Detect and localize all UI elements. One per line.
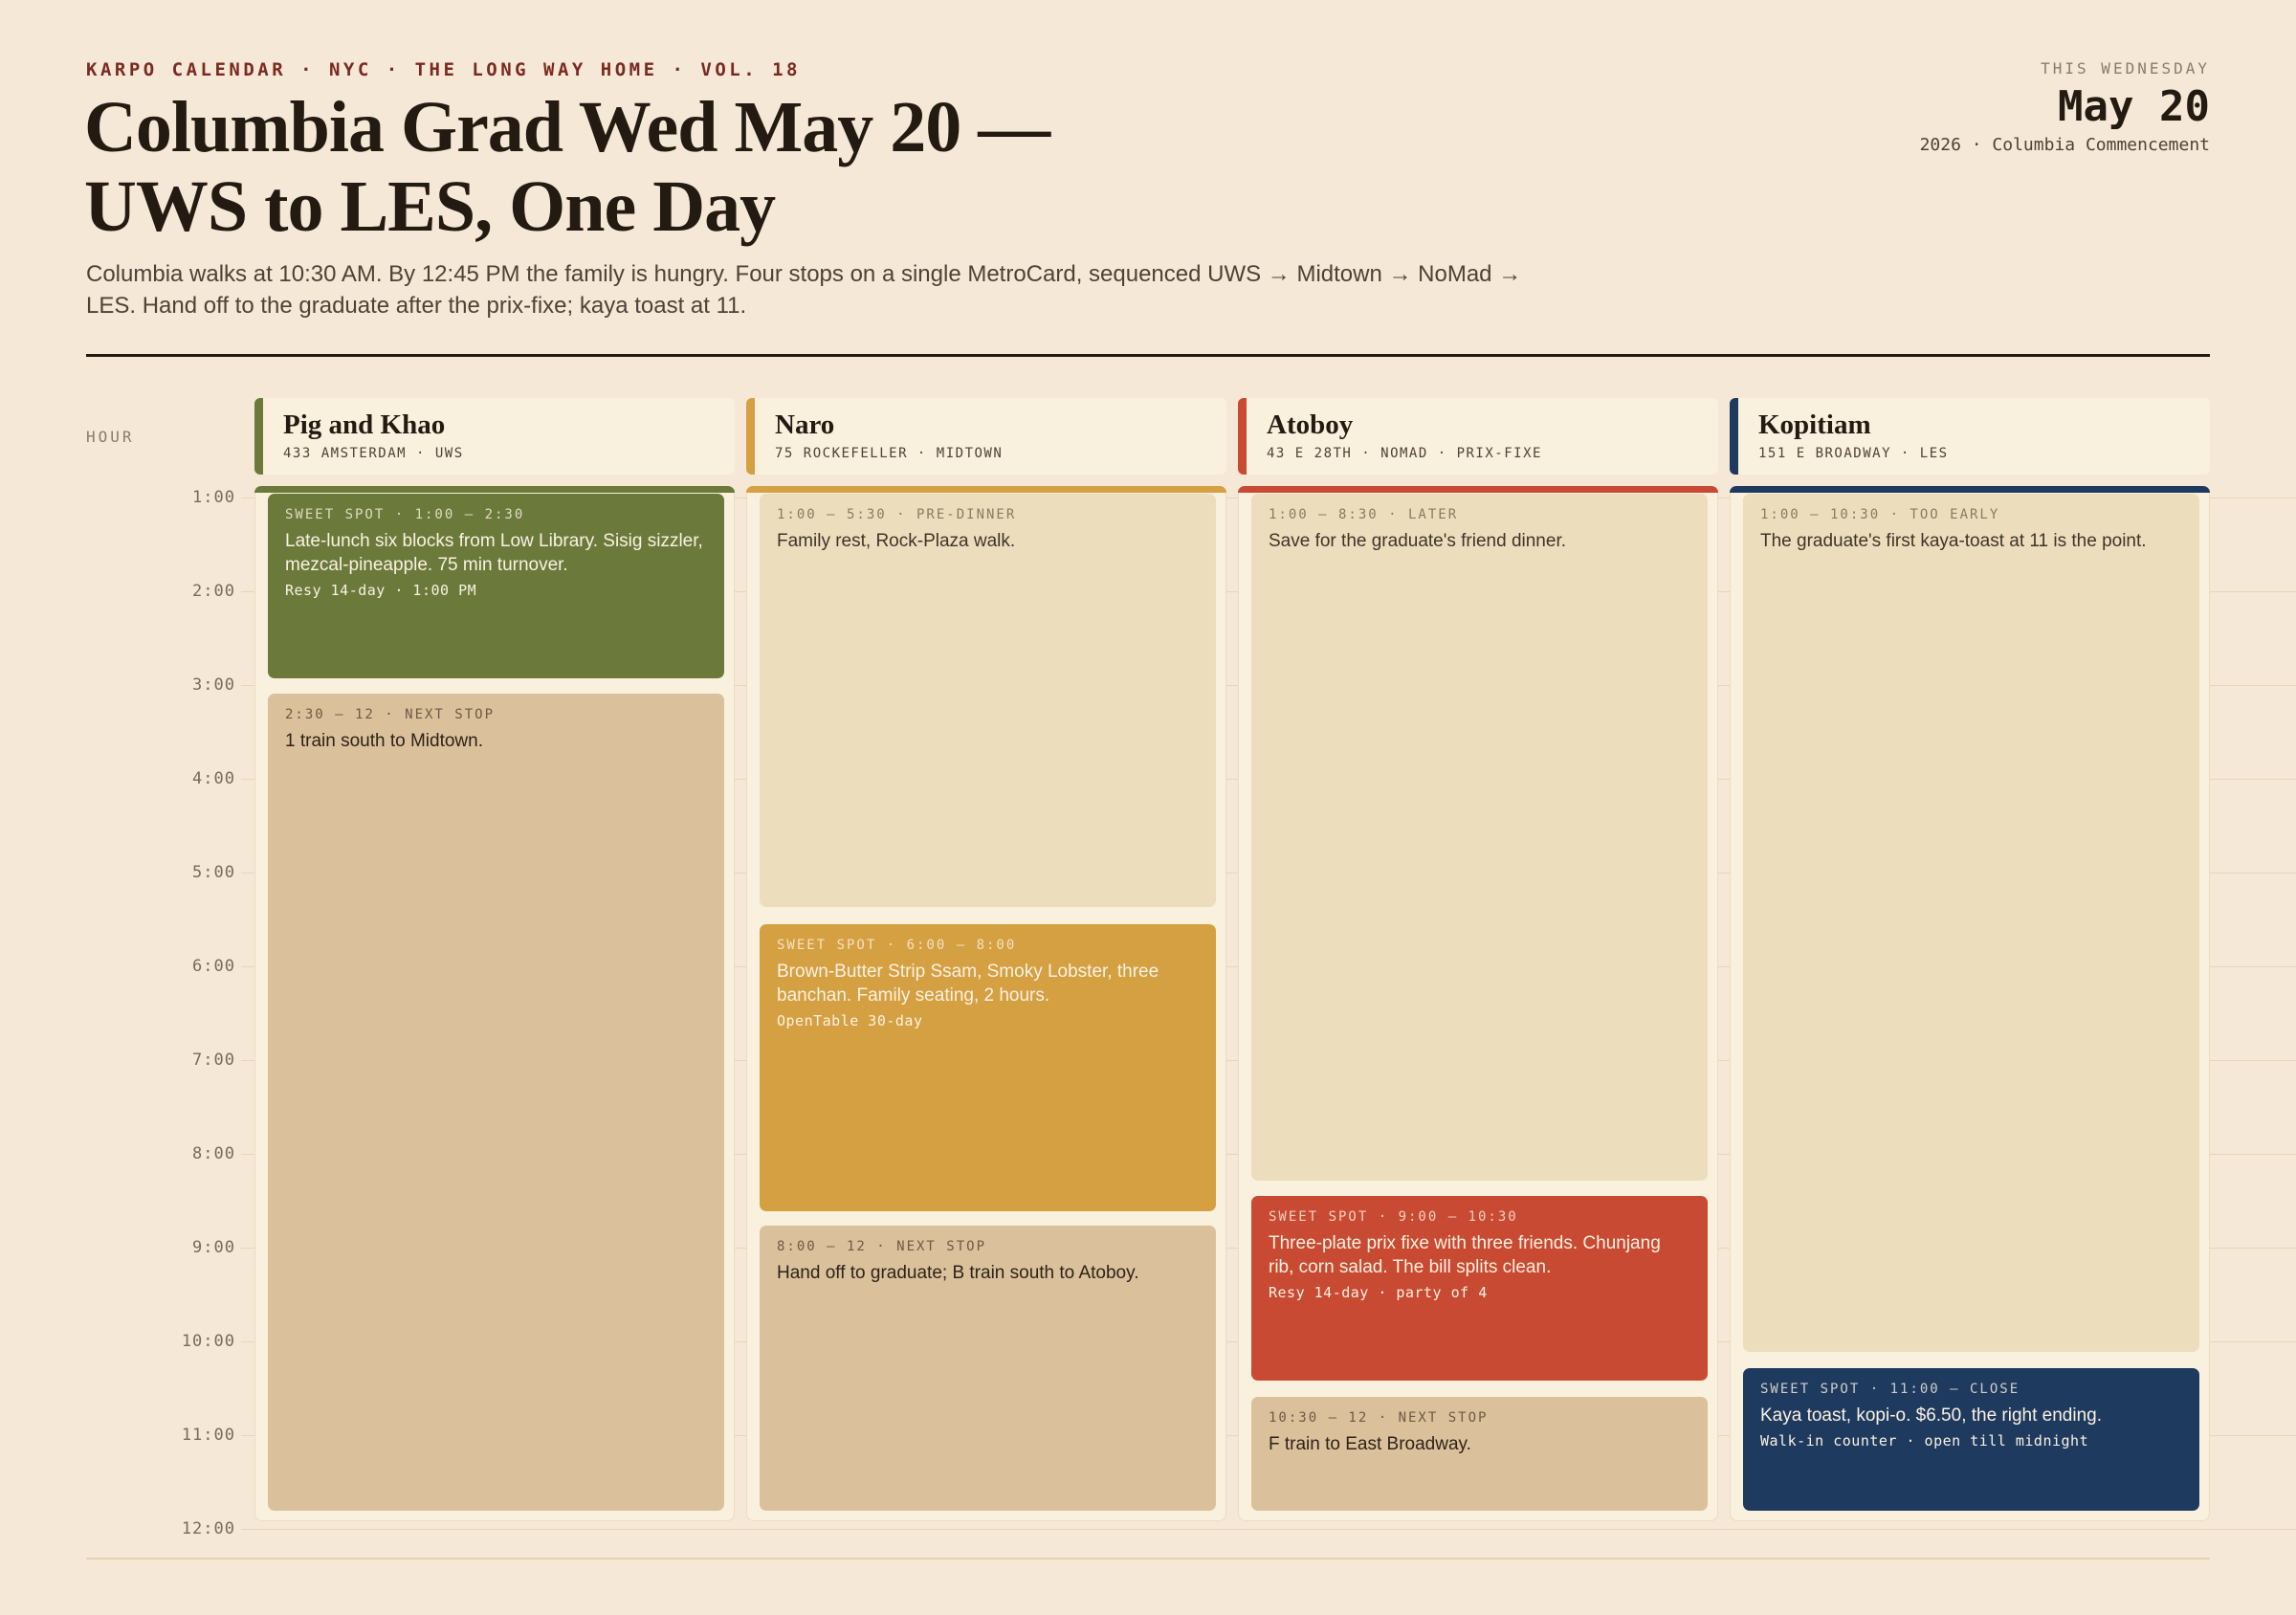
hour-tick-11: 11:00: [181, 1426, 235, 1445]
pre-dinner-block[interactable]: 1:00 – 5:30 · PRE-DINNER Family rest, Ro…: [760, 494, 1216, 907]
block-time-label: 1:00 – 8:30 · LATER: [1269, 507, 1459, 522]
column-body-naro: 1:00 – 5:30 · PRE-DINNER Family rest, Ro…: [746, 486, 1226, 1521]
restaurant-name: Pig and Khao: [283, 409, 446, 440]
block-time-label: SWEET SPOT · 1:00 – 2:30: [285, 507, 525, 522]
sweet-spot-block[interactable]: SWEET SPOT · 11:00 – CLOSE Kaya toast, k…: [1743, 1368, 2199, 1511]
block-description: The graduate's first kaya-toast at 11 is…: [1760, 531, 2147, 551]
hour-tick-9: 9:00: [192, 1238, 235, 1257]
column-accent: [1730, 398, 1738, 475]
hour-tick-2: 2:00: [192, 582, 235, 601]
column-accent: [254, 398, 263, 475]
column-accent: [746, 398, 755, 475]
hour-tick-4: 4:00: [192, 769, 235, 788]
sweet-spot-block[interactable]: SWEET SPOT · 6:00 – 8:00 Brown-Butter St…: [760, 924, 1216, 1211]
column-body-pig-and-khao: SWEET SPOT · 1:00 – 2:30 Late-lunch six …: [254, 486, 735, 1521]
column-top-accent: [1238, 486, 1718, 493]
page-title: Columbia Grad Wed May 20 — UWS to LES, O…: [84, 87, 1050, 247]
block-description: Family rest, Rock-Plaza walk.: [777, 531, 1016, 551]
hour-tick-8: 8:00: [192, 1144, 235, 1163]
hour-column-label: HOUR: [86, 428, 135, 446]
date-card-label: THIS WEDNESDAY: [2041, 59, 2210, 77]
column-body-atoboy: 1:00 – 8:30 · LATER Save for the graduat…: [1238, 486, 1718, 1521]
hour-tick-6: 6:00: [192, 957, 235, 976]
reservation-note: Walk-in counter · open till midnight: [1760, 1432, 2089, 1449]
hour-tick-12: 12:00: [181, 1519, 235, 1538]
later-block[interactable]: 1:00 – 8:30 · LATER Save for the graduat…: [1251, 494, 1708, 1181]
block-description: Save for the graduate's friend dinner.: [1269, 531, 1566, 551]
column-accent: [1238, 398, 1247, 475]
reservation-note: Resy 14-day · 1:00 PM: [285, 582, 477, 599]
block-time-label: 2:30 – 12 · NEXT STOP: [285, 707, 496, 722]
hour-tick-1: 1:00: [192, 488, 235, 507]
block-time-label: 8:00 – 12 · NEXT STOP: [777, 1239, 987, 1254]
column-header-naro[interactable]: Naro 75 ROCKEFELLER · MIDTOWN: [746, 398, 1226, 475]
block-description: Late-lunch six blocks from Low Library. …: [285, 531, 703, 575]
column-top-accent: [1730, 486, 2210, 493]
block-description: Three-plate prix fixe with three friends…: [1269, 1233, 1661, 1277]
column-header-atoboy[interactable]: Atoboy 43 E 28TH · NOMAD · PRIX-FIXE: [1238, 398, 1718, 475]
restaurant-address: 433 AMSTERDAM · UWS: [283, 446, 464, 461]
column-header-kopitiam[interactable]: Kopitiam 151 E BROADWAY · LES: [1730, 398, 2210, 475]
hour-tick-3: 3:00: [192, 675, 235, 695]
block-time-label: 1:00 – 5:30 · PRE-DINNER: [777, 507, 1017, 522]
block-description: Kaya toast, kopi-o. $6.50, the right end…: [1760, 1405, 2103, 1426]
hour-tick-5: 5:00: [192, 863, 235, 882]
restaurant-name: Kopitiam: [1758, 409, 1871, 440]
series-kicker: KARPO CALENDAR · NYC · THE LONG WAY HOME…: [86, 59, 801, 80]
reservation-note: OpenTable 30-day: [777, 1012, 923, 1029]
block-time-label: SWEET SPOT · 9:00 – 10:30: [1269, 1209, 1518, 1225]
sweet-spot-block[interactable]: SWEET SPOT · 9:00 – 10:30 Three-plate pr…: [1251, 1196, 1708, 1381]
column-header-pig-and-khao[interactable]: Pig and Khao 433 AMSTERDAM · UWS: [254, 398, 735, 475]
restaurant-address: 43 E 28TH · NOMAD · PRIX-FIXE: [1267, 446, 1542, 461]
next-stop-block[interactable]: 2:30 – 12 · NEXT STOP 1 train south to M…: [268, 694, 724, 1511]
page-lede: Columbia walks at 10:30 AM. By 12:45 PM …: [86, 261, 1522, 319]
date-card: THIS WEDNESDAY May 20 2026 · Columbia Co…: [1920, 59, 2210, 155]
block-time-label: SWEET SPOT · 11:00 – CLOSE: [1760, 1382, 2020, 1397]
grid-line: [241, 1529, 2296, 1530]
header-divider: [86, 354, 2210, 357]
next-stop-block[interactable]: 8:00 – 12 · NEXT STOP Hand off to gradua…: [760, 1226, 1216, 1511]
footer-divider: [86, 1558, 2210, 1560]
block-description: Brown-Butter Strip Ssam, Smoky Lobster, …: [777, 962, 1159, 1006]
column-top-accent: [254, 486, 735, 493]
restaurant-address: 75 ROCKEFELLER · MIDTOWN: [775, 446, 1004, 461]
too-early-block[interactable]: 1:00 – 10:30 · TOO EARLY The graduate's …: [1743, 494, 2199, 1352]
restaurant-address: 151 E BROADWAY · LES: [1758, 446, 1949, 461]
block-description: Hand off to graduate; B train south to A…: [777, 1263, 1139, 1283]
restaurant-name: Atoboy: [1267, 409, 1354, 440]
block-time-label: 10:30 – 12 · NEXT STOP: [1269, 1410, 1489, 1426]
reservation-note: Resy 14-day · party of 4: [1269, 1284, 1488, 1301]
next-stop-block[interactable]: 10:30 – 12 · NEXT STOP F train to East B…: [1251, 1397, 1708, 1511]
block-description: 1 train south to Midtown.: [285, 731, 483, 751]
block-description: F train to East Broadway.: [1269, 1434, 1471, 1454]
hour-tick-7: 7:00: [192, 1051, 235, 1070]
restaurant-name: Naro: [775, 409, 835, 440]
date-card-date: May 20: [2058, 82, 2210, 131]
column-top-accent: [746, 486, 1226, 493]
block-time-label: SWEET SPOT · 6:00 – 8:00: [777, 938, 1017, 953]
block-time-label: 1:00 – 10:30 · TOO EARLY: [1760, 507, 2000, 522]
date-card-sub: 2026 · Columbia Commencement: [1919, 135, 2210, 155]
column-body-kopitiam: 1:00 – 10:30 · TOO EARLY The graduate's …: [1730, 486, 2210, 1521]
sweet-spot-block[interactable]: SWEET SPOT · 1:00 – 2:30 Late-lunch six …: [268, 494, 724, 678]
hour-tick-10: 10:00: [181, 1332, 235, 1351]
